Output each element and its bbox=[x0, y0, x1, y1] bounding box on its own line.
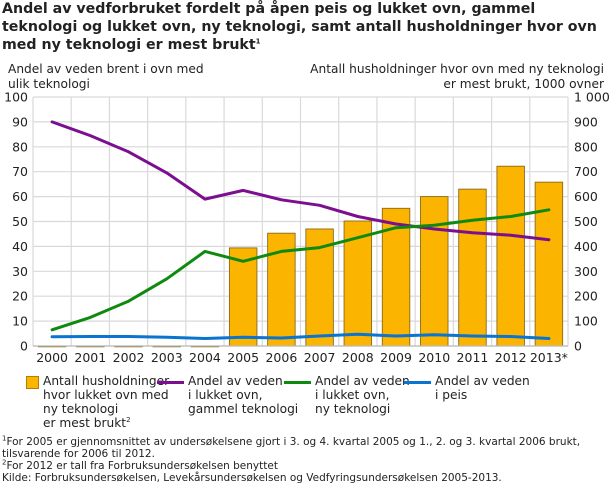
chart-title-text: Andel av vedforbruket fordelt på åpen pe… bbox=[2, 1, 597, 53]
legend-text: er mest brukt bbox=[43, 416, 127, 430]
left-tick-label: 70 bbox=[12, 164, 28, 179]
footnote-1-cont: tilsvarende for 2006 til 2012. bbox=[2, 448, 155, 460]
legend-item-bars: Antall husholdninger hvor lukket ovn med… bbox=[26, 374, 169, 430]
x-tick-label: 2002 bbox=[113, 350, 145, 365]
legend-text: Andel av veden bbox=[188, 374, 283, 388]
left-tick-label: 90 bbox=[12, 114, 28, 129]
bar-2010 bbox=[420, 196, 449, 347]
footnote-mark: 2 bbox=[2, 458, 7, 467]
left-tick-label: 0 bbox=[20, 339, 28, 354]
right-tick-label: 400 bbox=[574, 239, 598, 254]
x-tick-label: 2008 bbox=[342, 350, 374, 365]
x-tick-label: 2010 bbox=[418, 350, 450, 365]
legend-text: gammel teknologi bbox=[188, 402, 299, 416]
legend-text: ny teknologi bbox=[43, 402, 119, 416]
series-line-2 bbox=[50, 332, 551, 340]
right-tick-label: 100 bbox=[574, 314, 598, 329]
right-tick-label: 200 bbox=[574, 289, 598, 304]
right-tick-label: 1 000 bbox=[574, 90, 610, 105]
legend-text: i lukket ovn, bbox=[315, 388, 390, 402]
x-tick-label: 2012 bbox=[495, 350, 527, 365]
left-tick-label: 10 bbox=[12, 314, 28, 329]
x-tick-label: 2011 bbox=[457, 350, 489, 365]
legend-text: Andel av veden bbox=[435, 374, 530, 388]
source-note: Kilde: Forbruksundersøkelsen, Levekårsun… bbox=[2, 472, 502, 484]
x-tick-label: 2006 bbox=[265, 350, 297, 365]
right-tick-label: 600 bbox=[574, 189, 598, 204]
legend-text: Antall husholdninger bbox=[43, 374, 170, 388]
left-tick-label: 80 bbox=[12, 139, 28, 154]
footnote-mark: 1 bbox=[2, 434, 7, 443]
x-tick-label: 2003 bbox=[151, 350, 183, 365]
x-tick-label: 2001 bbox=[74, 350, 106, 365]
right-tick-label: 300 bbox=[574, 264, 598, 279]
left-axis-label: Andel av veden brent i ovn med ulik tekn… bbox=[8, 62, 204, 91]
left-tick-label: 40 bbox=[12, 239, 28, 254]
bar-2013* bbox=[534, 181, 564, 347]
footnotes: 1For 2005 er gjennomsnittet av undersøke… bbox=[2, 434, 581, 484]
bar-2011 bbox=[458, 188, 487, 347]
legend-item-peis: Andel av veden i peis bbox=[404, 374, 530, 402]
title-footnote-mark: 1 bbox=[255, 37, 261, 46]
left-tick-label: 60 bbox=[12, 189, 28, 204]
legend-text: ny teknologi bbox=[315, 402, 391, 416]
legend-text: Andel av veden bbox=[315, 374, 410, 388]
legend-line-peis bbox=[404, 381, 431, 384]
right-tick-label: 0 bbox=[574, 339, 582, 354]
footnote-1: For 2005 er gjennomsnittet av undersøkel… bbox=[6, 436, 581, 448]
x-tick-label: 2013* bbox=[530, 350, 568, 365]
left-tick-label: 100 bbox=[4, 90, 28, 105]
legend-line-ny bbox=[284, 381, 311, 384]
x-tick-label: 2007 bbox=[304, 350, 336, 365]
bar-2005 bbox=[228, 247, 258, 347]
legend-text: i peis bbox=[435, 388, 468, 402]
legend-line-gammel bbox=[157, 381, 184, 384]
right-axis-label: Antall husholdninger hvor ovn med ny tek… bbox=[310, 62, 604, 91]
bar-2012 bbox=[496, 165, 525, 347]
x-tick-label: 2000 bbox=[36, 350, 68, 365]
right-tick-label: 500 bbox=[574, 214, 598, 229]
legend-swatch-bars bbox=[26, 376, 39, 389]
footnote-2: For 2012 er tall fra Forbruksundersøkels… bbox=[6, 460, 278, 472]
bar-2008 bbox=[343, 220, 373, 347]
legend-item-gammel: Andel av veden i lukket ovn, gammel tekn… bbox=[157, 374, 298, 416]
legend-item-ny: Andel av veden i lukket ovn, ny teknolog… bbox=[284, 374, 410, 416]
legend-footnote-mark: 2 bbox=[126, 415, 131, 424]
x-tick-label: 2005 bbox=[227, 350, 259, 365]
right-tick-label: 900 bbox=[574, 114, 598, 129]
left-tick-label: 20 bbox=[12, 289, 28, 304]
legend-text: i lukket ovn, bbox=[188, 388, 263, 402]
chart-title: Andel av vedforbruket fordelt på åpen pe… bbox=[2, 0, 608, 54]
right-tick-label: 800 bbox=[574, 139, 598, 154]
series-line-0 bbox=[50, 120, 551, 242]
left-tick-label: 50 bbox=[12, 214, 28, 229]
series-line-1 bbox=[50, 208, 551, 332]
left-tick-label: 30 bbox=[12, 264, 28, 279]
legend-text: hvor lukket ovn med bbox=[43, 388, 169, 402]
x-tick-label: 2004 bbox=[189, 350, 221, 365]
right-tick-label: 700 bbox=[574, 164, 598, 179]
x-tick-label: 2009 bbox=[380, 350, 412, 365]
